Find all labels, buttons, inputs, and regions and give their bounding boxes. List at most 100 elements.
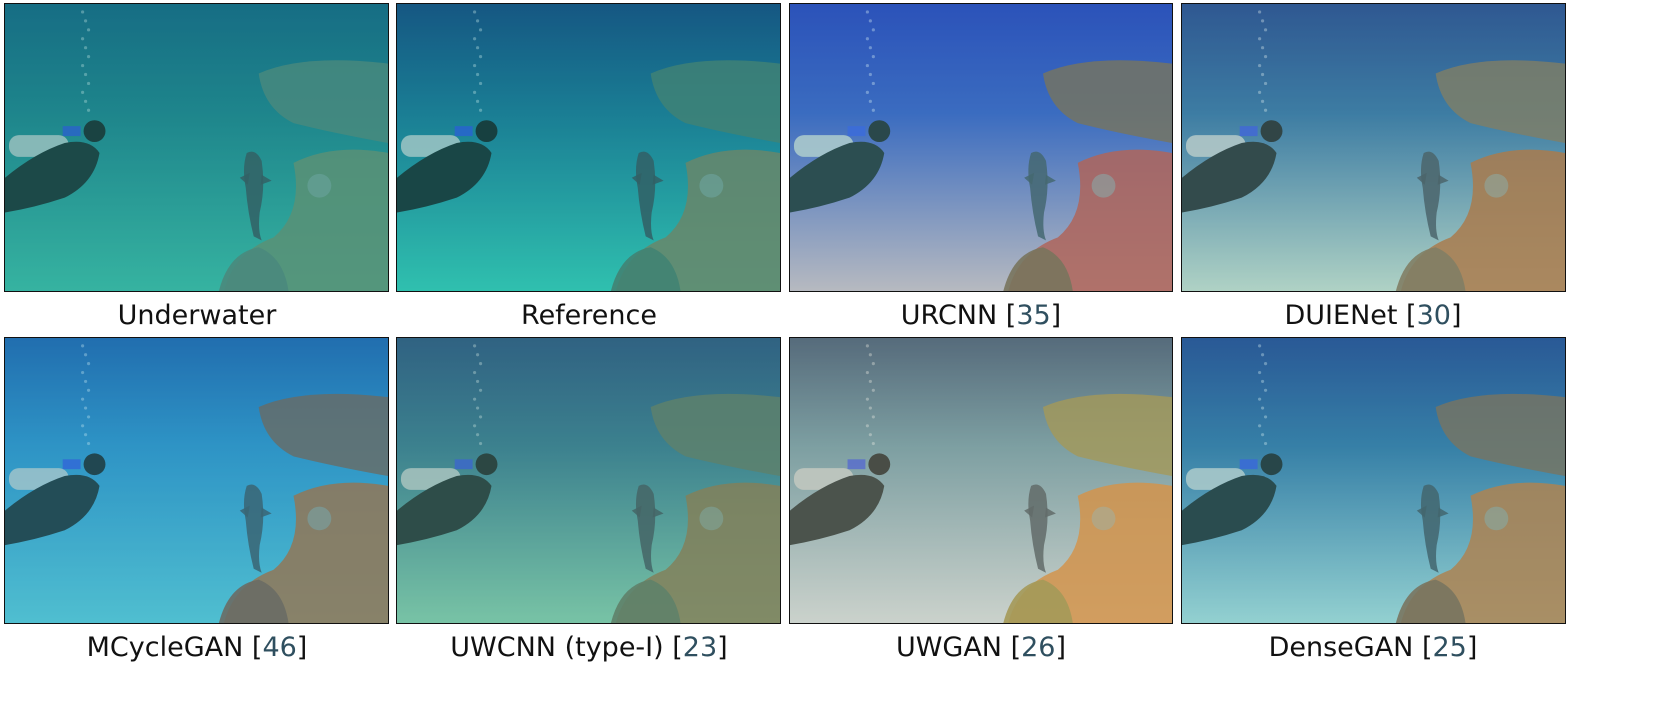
bubble xyxy=(83,46,88,50)
bubble xyxy=(478,388,483,392)
caption-text: URCNN [ xyxy=(900,300,1017,331)
bubble xyxy=(83,19,88,23)
lens-spot xyxy=(1091,506,1116,531)
caption-densegan: DenseGAN [25] xyxy=(1168,632,1578,663)
rock xyxy=(610,247,681,291)
bubble xyxy=(868,99,872,103)
underwater-photo xyxy=(397,338,780,623)
diver-mask xyxy=(454,459,473,470)
caption-underwater: Underwater xyxy=(0,300,402,331)
bubble xyxy=(1260,72,1265,77)
diver-mask xyxy=(62,459,81,470)
underwater-photo xyxy=(1182,4,1565,291)
citation-link: 26 xyxy=(1021,632,1056,663)
diver-head xyxy=(1260,453,1283,476)
citation-link: 35 xyxy=(1016,300,1051,331)
bubble xyxy=(1258,370,1262,375)
bubble xyxy=(473,424,477,428)
bubble xyxy=(868,379,872,383)
shark-fin xyxy=(1024,505,1056,518)
diver-body xyxy=(790,141,885,213)
bubble xyxy=(865,37,869,41)
bubble xyxy=(81,424,85,428)
bubble xyxy=(1258,90,1262,94)
bubble xyxy=(1263,28,1268,32)
bubble xyxy=(475,433,480,437)
bubble xyxy=(1263,388,1268,392)
panel-densegan xyxy=(1181,337,1566,624)
diver-head xyxy=(1260,120,1283,143)
bubble xyxy=(1258,63,1262,68)
bubble xyxy=(83,406,88,410)
bubble xyxy=(86,362,91,366)
rock xyxy=(1435,60,1565,144)
bubble xyxy=(473,397,477,401)
panel-underwater xyxy=(4,3,389,292)
bubble xyxy=(1260,99,1265,103)
diver-body xyxy=(5,141,100,213)
bubble xyxy=(1258,37,1262,41)
bracket-close: ] xyxy=(1450,300,1462,331)
diver-body xyxy=(1182,474,1277,546)
rock xyxy=(1003,247,1073,291)
bubble xyxy=(475,406,480,410)
bubble xyxy=(1258,10,1262,14)
diver-head xyxy=(83,120,106,143)
caption-duienet: DUIENet [30] xyxy=(1168,300,1578,331)
lens-spot xyxy=(699,506,724,531)
bubble xyxy=(478,415,483,419)
caption-uwcnn-type-i: UWCNN (type-I) [23] xyxy=(384,632,794,663)
bubble xyxy=(865,424,869,428)
bubble xyxy=(473,37,477,41)
bubble xyxy=(871,28,875,32)
caption-text: Underwater xyxy=(117,300,277,331)
bubble xyxy=(473,63,477,68)
rock xyxy=(650,60,780,144)
caption-uwgan: UWGAN [26] xyxy=(776,632,1186,663)
panel-uwcnn-type-i xyxy=(396,337,781,624)
lens-spot xyxy=(699,173,724,198)
bubble xyxy=(865,370,869,375)
caption-urcnn: URCNN [35] xyxy=(776,300,1186,331)
citation-link: 46 xyxy=(262,632,297,663)
bubble xyxy=(83,379,88,383)
caption-text: DenseGAN [ xyxy=(1268,632,1433,663)
shark-fin xyxy=(631,172,664,185)
bracket-close: ] xyxy=(717,632,728,663)
bubble xyxy=(81,37,85,41)
bubble xyxy=(473,10,477,14)
rock xyxy=(1043,60,1172,144)
underwater-photo xyxy=(5,338,388,623)
bubble xyxy=(475,99,480,103)
bubble xyxy=(81,90,85,94)
panel-urcnn xyxy=(789,3,1173,292)
underwater-photo xyxy=(5,4,388,291)
shark-fin xyxy=(1416,505,1449,518)
bubble xyxy=(871,81,875,86)
bubble xyxy=(83,72,88,77)
bubble xyxy=(871,55,875,59)
rock xyxy=(258,60,388,144)
bubble xyxy=(473,370,477,375)
bubble xyxy=(475,379,480,383)
bubble xyxy=(865,10,869,14)
bracket-close: ] xyxy=(1466,632,1478,663)
caption-text: Reference xyxy=(521,300,657,331)
bubble xyxy=(1263,441,1268,446)
bubble xyxy=(1263,55,1268,59)
diver-head xyxy=(868,120,891,143)
diver-mask xyxy=(1239,126,1258,137)
citation-link: 25 xyxy=(1432,632,1467,663)
rock xyxy=(610,579,681,623)
bubble xyxy=(478,28,483,32)
bubble xyxy=(86,388,91,392)
bracket-close: ] xyxy=(1055,632,1067,663)
bubble xyxy=(868,353,872,357)
caption-text: DUIENet [ xyxy=(1284,300,1417,331)
bubble xyxy=(81,63,85,68)
underwater-photo xyxy=(790,338,1172,623)
caption-mcyclegan: MCycleGAN [46] xyxy=(0,632,402,663)
bubble xyxy=(473,90,477,94)
underwater-photo xyxy=(1182,338,1565,623)
bubble xyxy=(475,19,480,23)
